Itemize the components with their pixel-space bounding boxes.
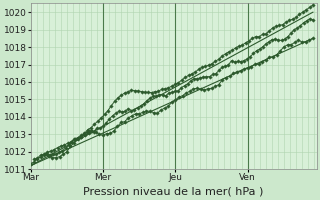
X-axis label: Pression niveau de la mer( hPa ): Pression niveau de la mer( hPa ) xyxy=(84,187,264,197)
